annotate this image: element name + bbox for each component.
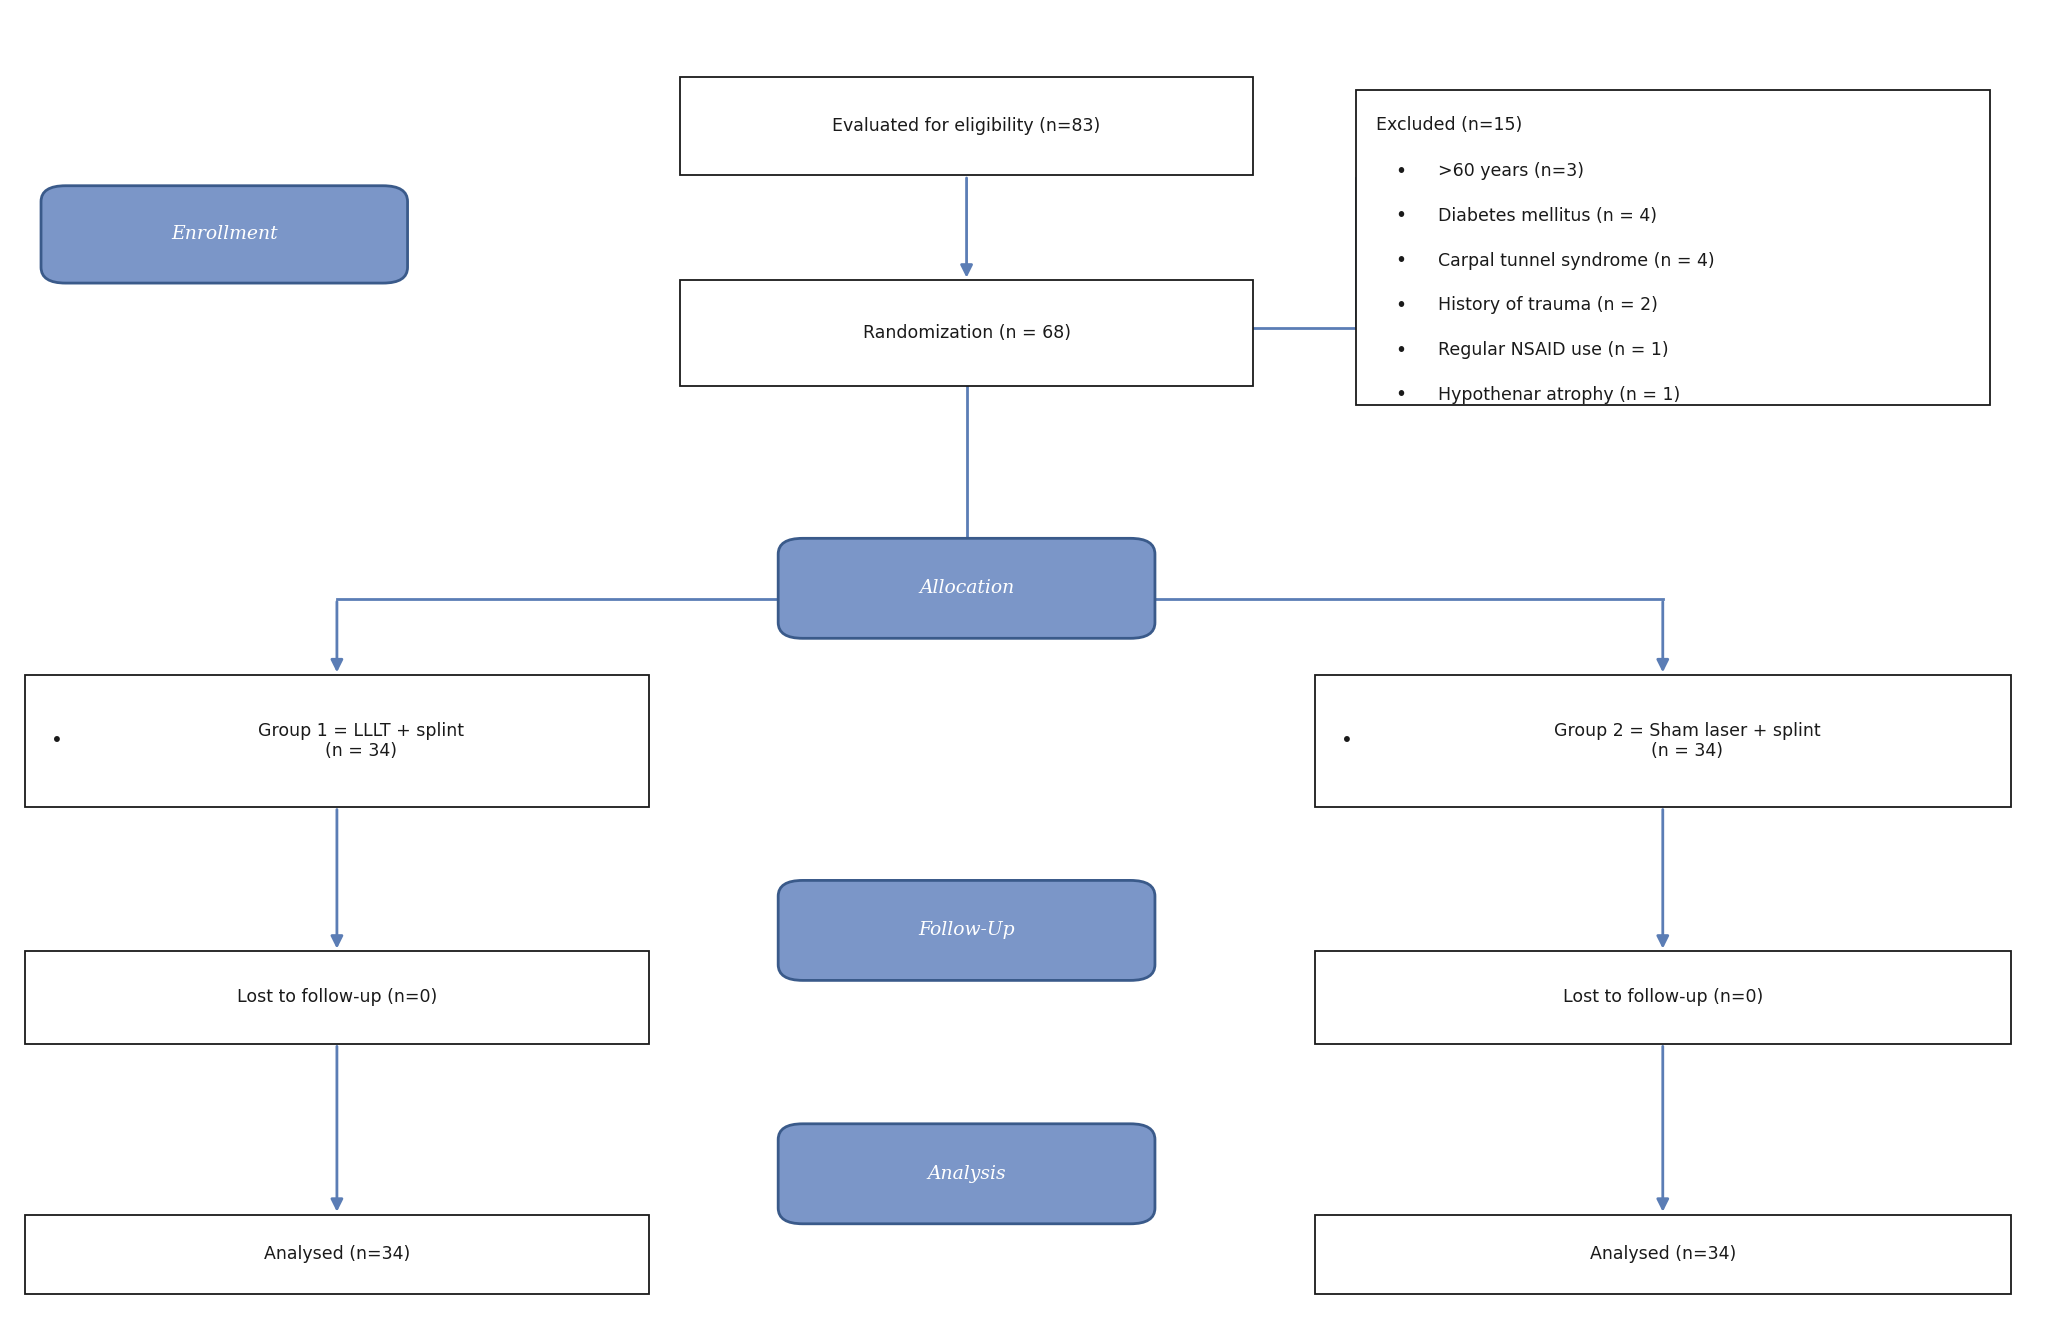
Text: •: • <box>1396 385 1406 404</box>
Text: Follow-Up: Follow-Up <box>919 922 1016 940</box>
FancyBboxPatch shape <box>25 675 650 806</box>
Text: •: • <box>51 731 64 751</box>
Text: Allocation: Allocation <box>919 580 1014 597</box>
FancyBboxPatch shape <box>25 952 650 1043</box>
Text: Lost to follow-up (n=0): Lost to follow-up (n=0) <box>1563 989 1762 1006</box>
FancyBboxPatch shape <box>681 77 1254 175</box>
Text: Analysis: Analysis <box>927 1165 1005 1182</box>
FancyBboxPatch shape <box>777 1124 1155 1223</box>
Text: •: • <box>1396 252 1406 270</box>
Text: •: • <box>1396 207 1406 225</box>
Text: Regular NSAID use (n = 1): Regular NSAID use (n = 1) <box>1437 342 1667 359</box>
FancyBboxPatch shape <box>25 1214 650 1294</box>
Text: •: • <box>1396 297 1406 315</box>
Text: Group 2 = Sham laser + splint
(n = 34): Group 2 = Sham laser + splint (n = 34) <box>1554 722 1822 760</box>
Text: Hypothenar atrophy (n = 1): Hypothenar atrophy (n = 1) <box>1437 385 1680 404</box>
FancyBboxPatch shape <box>1314 1214 2011 1294</box>
Text: Carpal tunnel syndrome (n = 4): Carpal tunnel syndrome (n = 4) <box>1437 252 1715 270</box>
Text: •: • <box>1396 340 1406 360</box>
FancyBboxPatch shape <box>41 185 407 283</box>
Text: Analysed (n=34): Analysed (n=34) <box>1589 1245 1735 1263</box>
FancyBboxPatch shape <box>1314 675 2011 806</box>
FancyBboxPatch shape <box>1355 90 1990 405</box>
FancyBboxPatch shape <box>1314 952 2011 1043</box>
Text: Evaluated for eligibility (n=83): Evaluated for eligibility (n=83) <box>833 117 1100 135</box>
Text: Group 1 = LLLT + splint
(n = 34): Group 1 = LLLT + splint (n = 34) <box>259 722 465 760</box>
Text: •: • <box>1396 162 1406 181</box>
Text: Randomization (n = 68): Randomization (n = 68) <box>864 324 1071 342</box>
Text: History of trauma (n = 2): History of trauma (n = 2) <box>1437 297 1657 315</box>
FancyBboxPatch shape <box>681 281 1254 385</box>
Text: •: • <box>1341 731 1353 751</box>
Text: Excluded (n=15): Excluded (n=15) <box>1375 117 1521 134</box>
FancyBboxPatch shape <box>777 880 1155 980</box>
FancyBboxPatch shape <box>777 539 1155 638</box>
Text: Enrollment: Enrollment <box>171 225 278 244</box>
Text: Diabetes mellitus (n = 4): Diabetes mellitus (n = 4) <box>1437 207 1657 225</box>
Text: >60 years (n=3): >60 years (n=3) <box>1437 163 1583 180</box>
Text: Analysed (n=34): Analysed (n=34) <box>263 1245 409 1263</box>
Text: Lost to follow-up (n=0): Lost to follow-up (n=0) <box>236 989 438 1006</box>
